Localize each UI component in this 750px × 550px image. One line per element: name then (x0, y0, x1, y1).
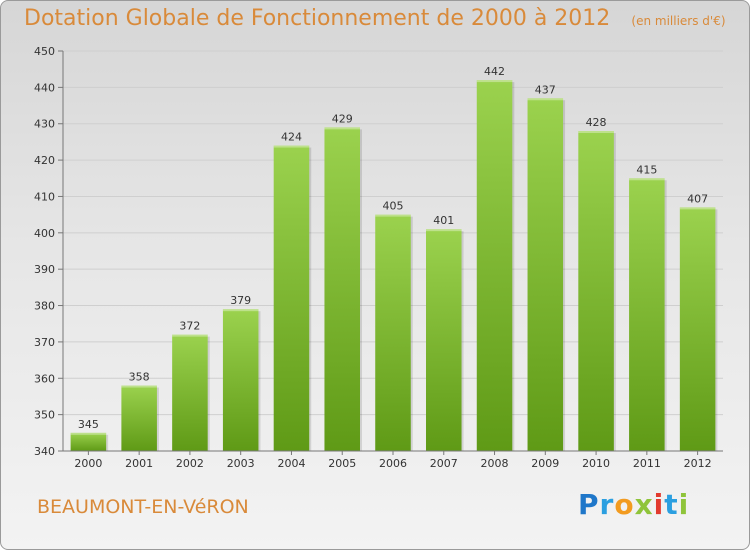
commune-name: BEAUMONT-EN-VéRON (37, 496, 249, 518)
bar-2010 (578, 131, 614, 451)
bar-highlight (121, 385, 157, 388)
bar-2005 (324, 127, 360, 451)
y-tick-label: 390 (34, 263, 55, 276)
bar-highlight (273, 145, 310, 148)
bar-highlight (324, 127, 360, 130)
data-label: 415 (636, 163, 657, 176)
bar-2002 (172, 334, 208, 451)
x-tick-label: 2011 (633, 457, 661, 470)
logo-letter: i (653, 488, 665, 521)
data-label: 379 (230, 294, 251, 307)
logo-letter: i (678, 488, 690, 521)
data-label: 442 (484, 65, 505, 78)
bar-highlight (222, 309, 259, 312)
x-tick-label: 2001 (125, 457, 153, 470)
logo-letter: o (614, 488, 635, 521)
x-tick-label: 2000 (74, 457, 102, 470)
bar-2007 (426, 229, 462, 451)
y-tick-label: 440 (34, 81, 55, 94)
logo-letter: P (578, 488, 600, 521)
data-label: 401 (433, 214, 454, 227)
x-tick-label: 2005 (328, 457, 356, 470)
data-label: 437 (535, 83, 556, 96)
y-tick-label: 380 (34, 300, 55, 313)
bar-2012 (679, 207, 716, 451)
x-tick-label: 2010 (582, 457, 610, 470)
bar-highlight (578, 131, 614, 133)
bar-highlight (70, 432, 107, 435)
bar-2001 (121, 385, 157, 451)
x-tick-label: 2009 (531, 457, 559, 470)
chart-title: Dotation Globale de Fonctionnement de 20… (24, 6, 611, 31)
x-tick-label: 2012 (684, 457, 712, 470)
bar-highlight (375, 214, 411, 217)
data-label: 372 (179, 320, 200, 333)
data-label: 345 (78, 418, 99, 431)
x-tick-label: 2006 (379, 457, 407, 470)
bar-highlight (527, 98, 564, 101)
bar-2006 (375, 214, 411, 451)
bar-2009 (527, 98, 564, 451)
data-label: 424 (281, 131, 302, 144)
y-tick-label: 420 (34, 154, 55, 167)
data-label: 407 (687, 192, 708, 205)
data-label: 428 (586, 116, 607, 129)
y-tick-label: 370 (34, 336, 55, 349)
y-tick-label: 430 (34, 118, 55, 131)
data-label: 405 (383, 200, 404, 213)
chart-unit: (en milliers d'€) (631, 14, 726, 28)
bar-2011 (629, 178, 665, 452)
bar-highlight (172, 334, 208, 337)
y-tick-label: 400 (34, 227, 55, 240)
bar-2003 (222, 309, 259, 451)
data-label: 429 (332, 112, 353, 125)
data-label: 358 (129, 371, 150, 384)
logo-letter: r (599, 488, 615, 521)
title-row: Dotation Globale de Fonctionnement de 20… (24, 6, 726, 31)
y-tick-label: 410 (34, 190, 55, 203)
y-tick-label: 450 (34, 45, 55, 58)
x-tick-label: 2003 (227, 457, 255, 470)
x-tick-label: 2002 (176, 457, 204, 470)
y-tick-label: 340 (34, 445, 55, 458)
x-tick-label: 2007 (430, 457, 458, 470)
bar-highlight (426, 229, 462, 232)
logo-letter: x (634, 488, 654, 521)
x-tick-label: 2004 (277, 457, 305, 470)
logo-letter: t (664, 488, 679, 521)
bar-highlight (476, 80, 513, 83)
bar-2004 (273, 145, 310, 451)
bar-highlight (629, 178, 665, 181)
bar-2000 (70, 432, 107, 451)
y-tick-label: 350 (34, 409, 55, 422)
bar-highlight (679, 207, 716, 210)
x-tick-label: 2008 (481, 457, 509, 470)
proxiti-logo: Proxiti (578, 488, 689, 521)
bar-2008 (476, 80, 513, 451)
y-tick-label: 360 (34, 372, 55, 385)
